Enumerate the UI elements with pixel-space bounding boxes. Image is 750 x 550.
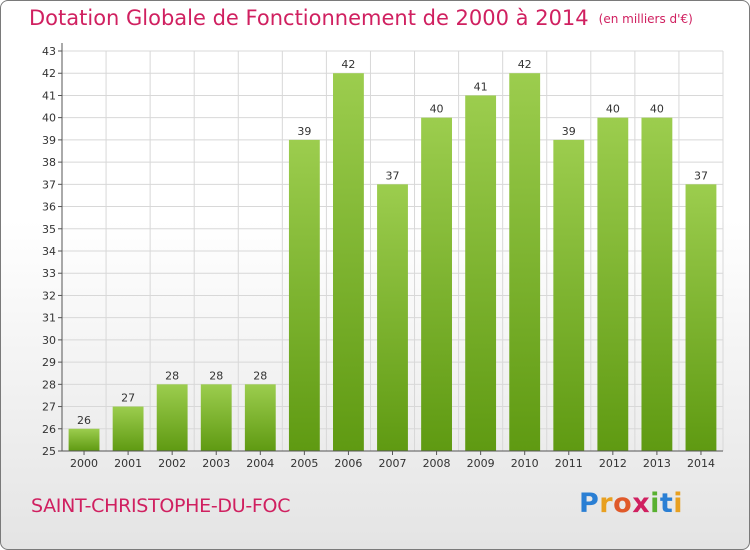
x-tick-label-2010: 2010 bbox=[511, 457, 539, 470]
value-label-2003: 28 bbox=[209, 369, 223, 382]
bar-2001[interactable] bbox=[112, 406, 144, 451]
axes: 25 26 27 28 29 30 31 32 33 34 35 36 37 38 39 40 41 42 43 20… bbox=[42, 43, 723, 470]
bar-2003[interactable] bbox=[200, 384, 232, 451]
x-tick-label-2005: 2005 bbox=[290, 457, 318, 470]
value-label-2006: 42 bbox=[341, 58, 355, 71]
value-label-2004: 28 bbox=[253, 369, 267, 382]
value-label-2014: 37 bbox=[694, 169, 708, 182]
bar-2007[interactable] bbox=[377, 184, 408, 452]
x-tick-label-2009: 2009 bbox=[467, 457, 495, 470]
bar-2000[interactable] bbox=[68, 428, 100, 451]
y-tick-label-38: 38 bbox=[42, 156, 56, 169]
y-tick-label-32: 32 bbox=[42, 289, 56, 302]
value-label-2012: 40 bbox=[606, 103, 620, 116]
y-tick-label-26: 26 bbox=[42, 423, 56, 436]
bars: 26 27 28 28 28 39 42 37 40 41 42 39 40 40 37 bbox=[68, 58, 717, 452]
commune-name: SAINT-CHRISTOPHE-DU-FOC bbox=[31, 495, 291, 517]
bar-2002[interactable] bbox=[156, 384, 188, 451]
value-label-2009: 41 bbox=[474, 80, 488, 93]
y-tick-label-36: 36 bbox=[42, 201, 56, 214]
y-tick-label-33: 33 bbox=[42, 267, 56, 280]
bar-2008[interactable] bbox=[421, 117, 452, 452]
chart-unit-label: (en milliers d'€) bbox=[598, 12, 693, 26]
x-tick-label-2006: 2006 bbox=[334, 457, 362, 470]
x-tick-label-2001: 2001 bbox=[114, 457, 142, 470]
value-label-2008: 40 bbox=[430, 103, 444, 116]
value-label-2002: 28 bbox=[165, 369, 179, 382]
value-label-2000: 26 bbox=[77, 414, 91, 427]
bar-2014[interactable] bbox=[685, 184, 717, 452]
y-tick-label-42: 42 bbox=[42, 67, 56, 80]
proxiti-logo[interactable]: Proxiti bbox=[579, 488, 684, 519]
y-tick-label-34: 34 bbox=[42, 245, 56, 258]
value-label-2013: 40 bbox=[650, 103, 664, 116]
bar-2011[interactable] bbox=[553, 139, 585, 451]
bar-2004[interactable] bbox=[244, 384, 276, 451]
y-tick-label-40: 40 bbox=[42, 112, 56, 125]
bar-2006[interactable] bbox=[333, 73, 364, 451]
value-label-2001: 27 bbox=[121, 392, 135, 405]
chart-title: Dotation Globale de Fonctionnement de 20… bbox=[29, 6, 693, 30]
y-tick-label-29: 29 bbox=[42, 356, 56, 369]
x-tick-label-2007: 2007 bbox=[379, 457, 407, 470]
value-label-2011: 39 bbox=[562, 125, 576, 138]
y-tick-label-30: 30 bbox=[42, 334, 56, 347]
y-tick-label-39: 39 bbox=[42, 134, 56, 147]
bar-2009[interactable] bbox=[465, 95, 497, 451]
x-tick-label-2008: 2008 bbox=[423, 457, 451, 470]
value-label-2005: 39 bbox=[297, 125, 311, 138]
bar-2010[interactable] bbox=[509, 73, 541, 451]
y-tick-label-28: 28 bbox=[42, 378, 56, 391]
x-tick-label-2004: 2004 bbox=[246, 457, 274, 470]
x-tick-label-2002: 2002 bbox=[158, 457, 186, 470]
x-tick-label-2014: 2014 bbox=[687, 457, 715, 470]
value-label-2010: 42 bbox=[518, 58, 532, 71]
y-tick-label-35: 35 bbox=[42, 223, 56, 236]
y-tick-label-31: 31 bbox=[42, 312, 56, 325]
bar-2012[interactable] bbox=[597, 117, 629, 452]
x-tick-label-2012: 2012 bbox=[599, 457, 627, 470]
x-tick-label-2011: 2011 bbox=[555, 457, 583, 470]
x-tick-label-2000: 2000 bbox=[70, 457, 98, 470]
value-label-2007: 37 bbox=[386, 169, 400, 182]
bar-2013[interactable] bbox=[641, 117, 673, 452]
y-tick-label-25: 25 bbox=[42, 445, 56, 458]
chart-title-text: Dotation Globale de Fonctionnement de 20… bbox=[29, 6, 589, 30]
y-tick-label-41: 41 bbox=[42, 89, 56, 102]
x-tick-label-2013: 2013 bbox=[643, 457, 671, 470]
y-tick-label-37: 37 bbox=[42, 178, 56, 191]
x-tick-label-2003: 2003 bbox=[202, 457, 230, 470]
y-tick-label-27: 27 bbox=[42, 401, 56, 414]
y-tick-label-43: 43 bbox=[42, 45, 56, 58]
bar-2005[interactable] bbox=[288, 139, 320, 451]
